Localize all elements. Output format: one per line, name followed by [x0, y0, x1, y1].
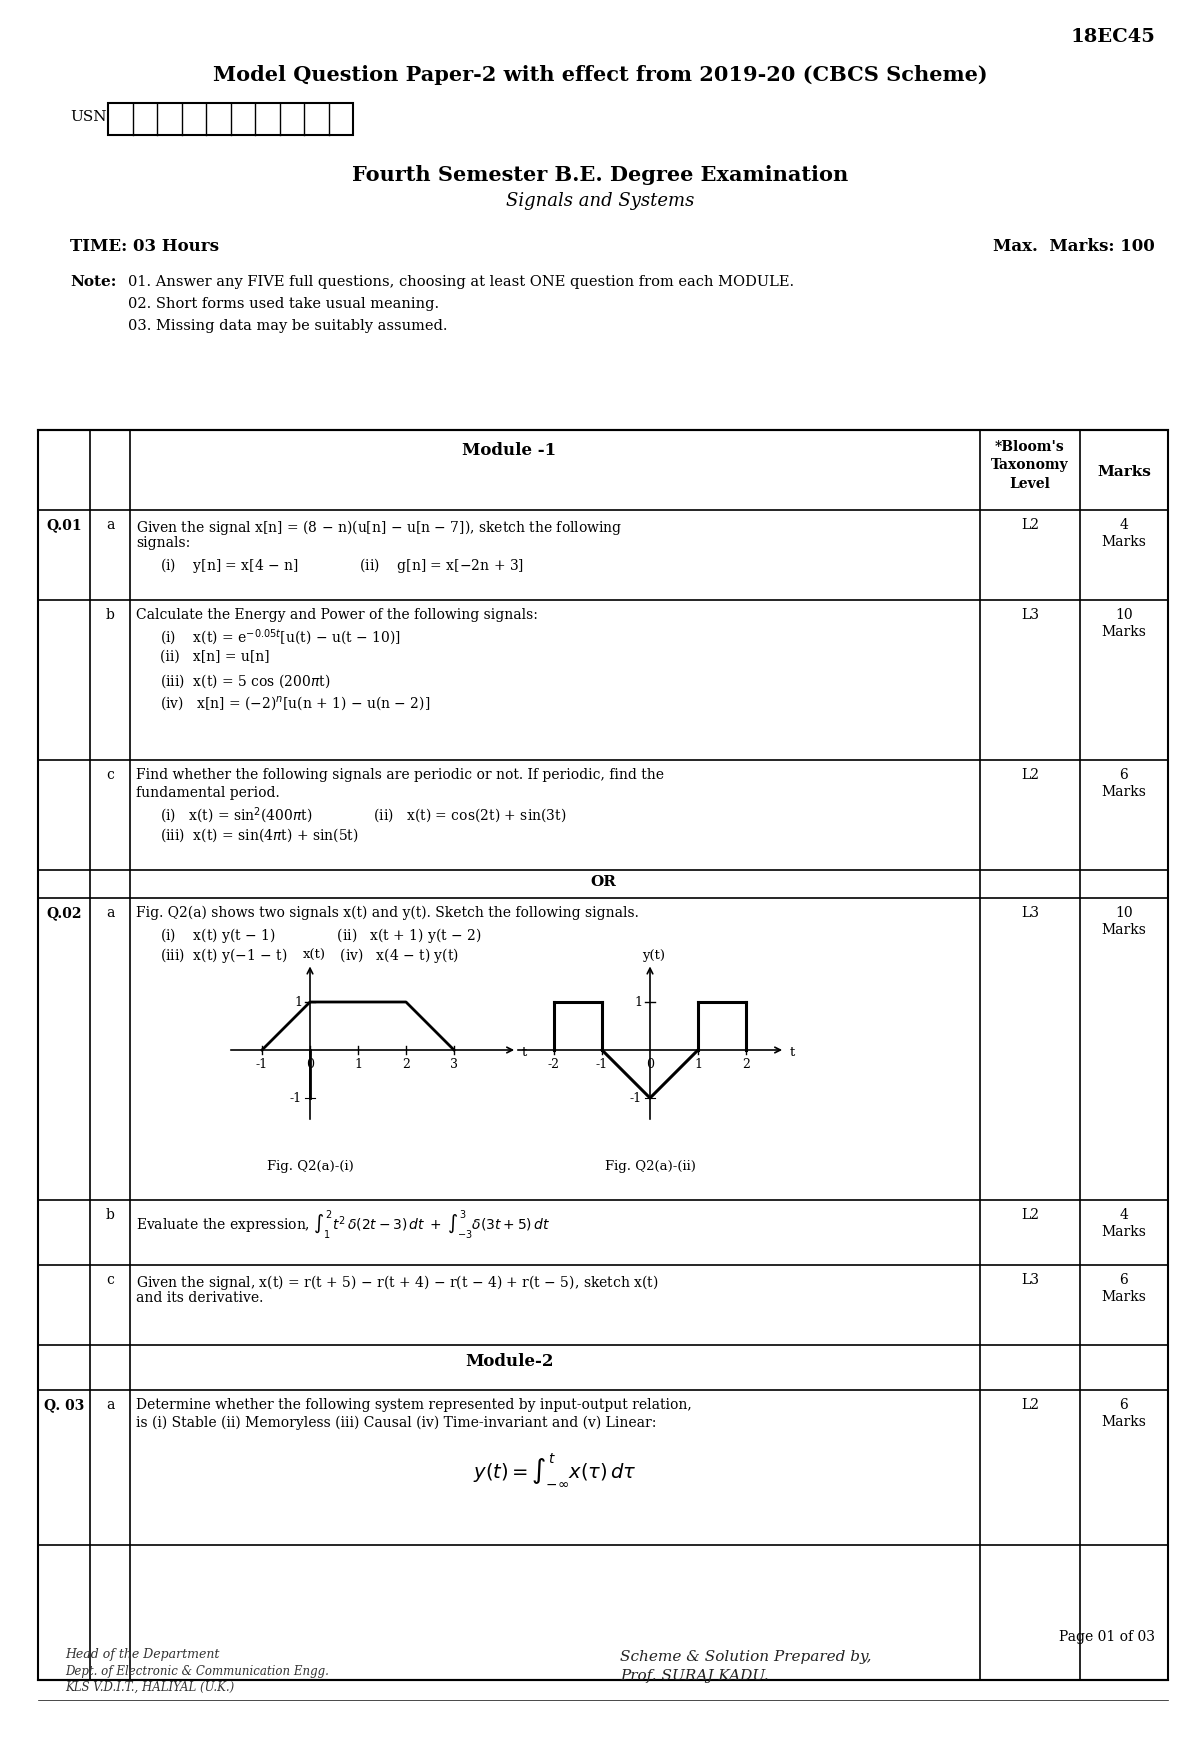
- Text: Determine whether the following system represented by input-output relation,: Determine whether the following system r…: [136, 1397, 691, 1412]
- Text: *Bloom's
Taxonomy
Level: *Bloom's Taxonomy Level: [991, 440, 1069, 491]
- Text: L3: L3: [1021, 607, 1039, 621]
- Text: is (i) Stable (ii) Memoryless (iii) Causal (iv) Time-invariant and (v) Linear:: is (i) Stable (ii) Memoryless (iii) Caus…: [136, 1417, 656, 1431]
- Text: signals:: signals:: [136, 537, 191, 549]
- Text: L3: L3: [1021, 906, 1039, 920]
- Text: 2: 2: [742, 1058, 750, 1072]
- Text: 10: 10: [1115, 906, 1133, 920]
- Text: Page 01 of 03: Page 01 of 03: [1060, 1630, 1154, 1644]
- Text: 4: 4: [1120, 517, 1128, 532]
- Text: and its derivative.: and its derivative.: [136, 1292, 263, 1304]
- Text: (i)   x(t) = sin$^2$(400$\pi$t)              (ii)   x(t) = cos(2t) + sin(3t): (i) x(t) = sin$^2$(400$\pi$t) (ii) x(t) …: [160, 806, 566, 825]
- Bar: [38, 429, 1168, 1681]
- Text: KLS V.D.I.T., HALIYAL (U.K.): KLS V.D.I.T., HALIYAL (U.K.): [65, 1681, 234, 1693]
- Text: 6: 6: [1120, 1397, 1128, 1412]
- Text: Calculate the Energy and Power of the following signals:: Calculate the Energy and Power of the fo…: [136, 607, 538, 621]
- Text: Marks: Marks: [1102, 1415, 1146, 1429]
- Text: (iv)   x[n] = ($-$2)$^n$[u(n + 1) $-$ u(n $-$ 2)]: (iv) x[n] = ($-$2)$^n$[u(n + 1) $-$ u(n …: [160, 693, 431, 711]
- Text: TIME: 03 Hours: TIME: 03 Hours: [70, 238, 220, 255]
- Text: 0: 0: [306, 1058, 314, 1072]
- Text: b: b: [106, 1207, 114, 1221]
- Text: L2: L2: [1021, 1397, 1039, 1412]
- Text: Find whether the following signals are periodic or not. If periodic, find the: Find whether the following signals are p…: [136, 767, 664, 781]
- Text: -2: -2: [548, 1058, 560, 1072]
- Text: $y(t) = \int_{-\infty}^{t} x(\tau)\,d\tau$: $y(t) = \int_{-\infty}^{t} x(\tau)\,d\ta…: [473, 1452, 637, 1489]
- Text: Marks: Marks: [1102, 922, 1146, 936]
- Text: 3: 3: [450, 1058, 458, 1072]
- Text: (iii)  x(t) y($-$1 $-$ t)            (iv)   x(4 $-$ t) y(t): (iii) x(t) y($-$1 $-$ t) (iv) x(4 $-$ t)…: [160, 947, 458, 964]
- Text: Marks: Marks: [1102, 1290, 1146, 1304]
- Text: 6: 6: [1120, 767, 1128, 781]
- Text: (iii)  x(t) = sin(4$\pi$t) + sin(5t): (iii) x(t) = sin(4$\pi$t) + sin(5t): [160, 825, 359, 843]
- Text: (i)    y[n] = x[4 $-$ n]              (ii)    g[n] = x[$-$2n + 3]: (i) y[n] = x[4 $-$ n] (ii) g[n] = x[$-$2…: [160, 556, 524, 576]
- Text: (ii)   x[n] = u[n]: (ii) x[n] = u[n]: [160, 649, 270, 664]
- Text: Dept. of Electronic & Communication Engg.: Dept. of Electronic & Communication Engg…: [65, 1665, 329, 1677]
- Text: -1: -1: [256, 1058, 268, 1072]
- Text: y(t): y(t): [642, 949, 666, 961]
- Text: (i)    x(t) = e$^{-0.05t}$[u(t) $-$ u(t $-$ 10)]: (i) x(t) = e$^{-0.05t}$[u(t) $-$ u(t $-$…: [160, 628, 401, 648]
- Text: Max.  Marks: 100: Max. Marks: 100: [994, 238, 1154, 255]
- Text: 2: 2: [402, 1058, 410, 1072]
- Text: Module -1: Module -1: [462, 442, 556, 459]
- Text: 1: 1: [294, 996, 302, 1008]
- Text: t: t: [522, 1045, 527, 1058]
- Text: x(t): x(t): [302, 949, 325, 961]
- Text: 1: 1: [694, 1058, 702, 1072]
- Text: Given the signal x[n] = (8 $-$ n)(u[n] $-$ u[n $-$ 7]), sketch the following: Given the signal x[n] = (8 $-$ n)(u[n] $…: [136, 517, 623, 537]
- Text: 01. Answer any FIVE full questions, choosing at least ONE question from each MOD: 01. Answer any FIVE full questions, choo…: [128, 275, 794, 289]
- Text: Module-2: Module-2: [464, 1353, 553, 1369]
- Text: Fourth Semester B.E. Degree Examination: Fourth Semester B.E. Degree Examination: [352, 165, 848, 185]
- Text: a: a: [106, 517, 114, 532]
- Bar: [108, 104, 353, 136]
- Text: 1: 1: [634, 996, 642, 1008]
- Text: 10: 10: [1115, 607, 1133, 621]
- Text: 02. Short forms used take usual meaning.: 02. Short forms used take usual meaning.: [128, 297, 439, 312]
- Text: a: a: [106, 1397, 114, 1412]
- Text: c: c: [106, 767, 114, 781]
- Text: Marks: Marks: [1102, 535, 1146, 549]
- Text: Signals and Systems: Signals and Systems: [506, 192, 694, 209]
- Text: Given the signal, x(t) = r(t + 5) $-$ r(t + 4) $-$ r(t $-$ 4) + r(t $-$ 5), sket: Given the signal, x(t) = r(t + 5) $-$ r(…: [136, 1272, 659, 1292]
- Text: c: c: [106, 1272, 114, 1287]
- Text: Q.01: Q.01: [46, 517, 82, 532]
- Text: t: t: [790, 1045, 796, 1058]
- Text: Prof. SURAJ KADU.: Prof. SURAJ KADU.: [620, 1668, 769, 1683]
- Text: 03. Missing data may be suitably assumed.: 03. Missing data may be suitably assumed…: [128, 319, 448, 333]
- Text: 18EC45: 18EC45: [1070, 28, 1154, 46]
- Text: Fig. Q2(a)-(i): Fig. Q2(a)-(i): [266, 1160, 353, 1172]
- Text: 1: 1: [354, 1058, 362, 1072]
- Text: b: b: [106, 607, 114, 621]
- Text: Fig. Q2(a)-(ii): Fig. Q2(a)-(ii): [605, 1160, 696, 1172]
- Text: Model Question Paper-2 with effect from 2019-20 (CBCS Scheme): Model Question Paper-2 with effect from …: [212, 65, 988, 84]
- Text: Marks: Marks: [1102, 625, 1146, 639]
- Text: -1: -1: [630, 1091, 642, 1105]
- Text: (i)    x(t) y(t $-$ 1)              (ii)   x(t + 1) y(t $-$ 2): (i) x(t) y(t $-$ 1) (ii) x(t + 1) y(t $-…: [160, 926, 482, 945]
- Text: (iii)  x(t) = 5 cos (200$\pi$t): (iii) x(t) = 5 cos (200$\pi$t): [160, 672, 331, 690]
- Text: Evaluate the expression, $\int_1^2 t^2\,\delta(2t-3)\,dt\;+\;\int_{-3}^3 \delta(: Evaluate the expression, $\int_1^2 t^2\,…: [136, 1207, 551, 1241]
- Text: USN: USN: [70, 109, 107, 123]
- Text: Marks: Marks: [1102, 785, 1146, 799]
- Text: Scheme & Solution Prepared by,: Scheme & Solution Prepared by,: [620, 1651, 871, 1663]
- Text: 0: 0: [646, 1058, 654, 1072]
- Text: Head of the Department: Head of the Department: [65, 1647, 220, 1661]
- Text: Q. 03: Q. 03: [44, 1397, 84, 1412]
- Text: fundamental period.: fundamental period.: [136, 787, 280, 801]
- Text: Marks: Marks: [1102, 1225, 1146, 1239]
- Text: -1: -1: [290, 1091, 302, 1105]
- Text: L2: L2: [1021, 767, 1039, 781]
- Text: OR: OR: [590, 875, 616, 889]
- Text: Note:: Note:: [70, 275, 116, 289]
- Text: 6: 6: [1120, 1272, 1128, 1287]
- Text: Marks: Marks: [1097, 465, 1151, 479]
- Text: L2: L2: [1021, 1207, 1039, 1221]
- Text: L3: L3: [1021, 1272, 1039, 1287]
- Text: -1: -1: [596, 1058, 608, 1072]
- Text: a: a: [106, 906, 114, 920]
- Text: 4: 4: [1120, 1207, 1128, 1221]
- Text: Q.02: Q.02: [47, 906, 82, 920]
- Text: Fig. Q2(a) shows two signals x(t) and y(t). Sketch the following signals.: Fig. Q2(a) shows two signals x(t) and y(…: [136, 906, 638, 920]
- Text: L2: L2: [1021, 517, 1039, 532]
